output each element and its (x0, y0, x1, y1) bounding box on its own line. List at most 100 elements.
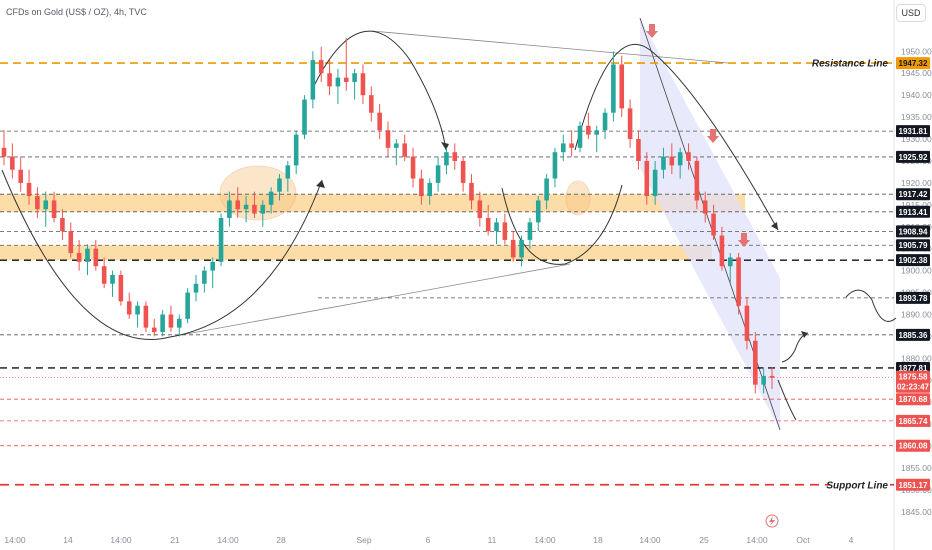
candle (644, 152, 650, 205)
candle (661, 147, 666, 179)
candle (277, 174, 282, 201)
countdown-label: 02:23:47 (897, 383, 930, 392)
candle (60, 209, 65, 240)
y-tick-label: 1890.00 (901, 309, 932, 319)
candle-body (577, 125, 583, 148)
candle (185, 288, 190, 324)
candle-body (510, 239, 516, 258)
resistance-line-label: Resistance Line (812, 59, 889, 70)
arrow-down-icon (646, 24, 658, 38)
candle (636, 130, 641, 170)
candle (719, 226, 725, 271)
price-tag-label: 1877.81 (899, 364, 928, 373)
x-tick-label: Sep (356, 535, 371, 545)
candle (118, 270, 124, 306)
pattern-arc (311, 30, 447, 151)
candle-body (160, 314, 165, 333)
x-tick-label: 11 (488, 535, 497, 545)
candle (727, 253, 733, 284)
candle-body (268, 191, 274, 205)
candle (519, 235, 524, 267)
currency-button[interactable]: USD (896, 4, 926, 22)
candle-body (711, 213, 716, 236)
candle (444, 147, 449, 175)
candle-body (252, 204, 257, 214)
price-tag (896, 478, 930, 491)
candle (619, 55, 625, 118)
candle-body (452, 152, 458, 161)
price-tag-label: 1885.36 (899, 331, 928, 340)
candle (702, 191, 708, 223)
candle-body (369, 95, 374, 113)
candle (535, 196, 541, 232)
price-tag (896, 414, 930, 427)
candle-body (35, 196, 40, 210)
candle (101, 257, 107, 289)
candle-body (636, 139, 641, 161)
candle-body (385, 130, 391, 148)
price-tag (896, 239, 930, 252)
candle-body (544, 178, 549, 201)
candle-body (569, 143, 574, 148)
candle-body (135, 305, 140, 315)
candle-body (110, 275, 115, 284)
candle-body (210, 261, 215, 271)
candle (126, 292, 132, 319)
candle (761, 367, 766, 394)
candle-body (594, 130, 599, 135)
x-tick-label: 14 (63, 535, 73, 545)
x-tick-label: 14:00 (110, 535, 132, 545)
price-tag-label: 1947.32 (899, 59, 928, 68)
candle-body (285, 165, 291, 179)
candle (218, 213, 224, 267)
candle (510, 231, 516, 262)
candle-body (218, 217, 224, 262)
price-tag-label: 1851.17 (899, 481, 928, 490)
candle (502, 213, 508, 245)
candle-body (686, 152, 691, 161)
x-tick-label: 14:00 (4, 535, 26, 545)
candle (10, 143, 15, 179)
candle (310, 51, 316, 109)
candle-body (502, 222, 508, 240)
candle-body (694, 160, 700, 201)
candle (135, 301, 140, 328)
arrow-head (771, 222, 778, 230)
candle (327, 60, 332, 96)
pattern-arc (501, 184, 623, 265)
candle-body (51, 200, 57, 218)
candle (260, 200, 266, 227)
candle-body (727, 257, 733, 267)
price-tag-label: 1865.74 (899, 417, 928, 426)
candle (435, 156, 441, 192)
price-tag-label: 1908.94 (899, 227, 928, 236)
candle (268, 187, 274, 214)
candle (769, 367, 775, 390)
candle-body (619, 64, 625, 109)
candle-body (677, 152, 683, 166)
candle-body (335, 77, 341, 87)
supply-zone (0, 245, 712, 261)
y-tick-label: 1935.00 (901, 112, 932, 122)
candle (744, 296, 750, 350)
candle (177, 314, 182, 337)
y-tick-label: 1950.00 (901, 46, 932, 56)
candle (402, 134, 407, 161)
price-tag-label: 1931.81 (899, 127, 928, 136)
candle (602, 108, 608, 140)
candle-body (126, 301, 132, 315)
candle (210, 257, 215, 289)
y-tick-label: 1880.00 (901, 353, 932, 363)
candle-body (118, 275, 124, 302)
candle-body (43, 200, 49, 210)
candle-body (193, 283, 199, 293)
candle (627, 99, 633, 148)
candle-body (702, 200, 708, 214)
candle (677, 147, 683, 179)
candle-body (26, 182, 32, 197)
candle (360, 64, 366, 104)
lightning-icon (765, 514, 779, 528)
candle (385, 121, 391, 157)
candle (193, 275, 199, 302)
